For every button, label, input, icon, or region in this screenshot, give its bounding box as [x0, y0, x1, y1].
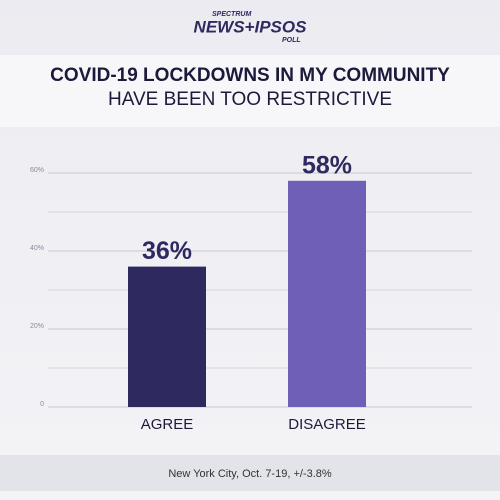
- chart-subtitle: HAVE BEEN TOO RESTRICTIVE: [108, 89, 392, 110]
- y-tick-label: 20%: [30, 323, 44, 330]
- bar: [288, 180, 366, 407]
- chart-title: COVID-19 LOCKDOWNS IN MY COMMUNITY: [50, 65, 450, 86]
- bar: [128, 266, 206, 407]
- logo-main: NEWS+IPSOS: [194, 17, 308, 36]
- y-tick-label: 60%: [30, 167, 44, 174]
- x-tick-label: AGREE: [141, 416, 194, 433]
- y-tick-label: 40%: [30, 245, 44, 252]
- value-label: 36%: [142, 237, 192, 265]
- logo-bottom: POLL: [282, 37, 301, 44]
- y-tick-label: 0: [40, 401, 44, 408]
- logo-top: SPECTRUM: [212, 11, 251, 18]
- header-band: [0, 55, 500, 127]
- footer-band: [0, 455, 500, 491]
- value-label: 58%: [302, 151, 352, 179]
- footnote: New York City, Oct. 7-19, +/-3.8%: [168, 468, 332, 480]
- x-tick-label: DISAGREE: [288, 416, 366, 433]
